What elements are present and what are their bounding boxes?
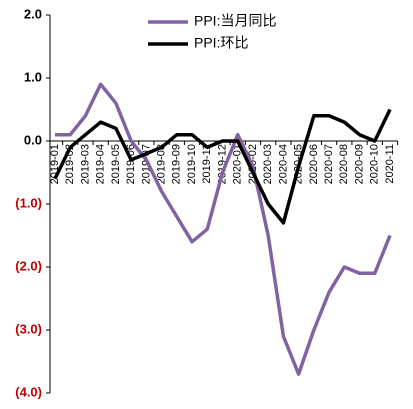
y-tick-label: 0.0 — [24, 132, 42, 147]
y-tick-label: 2.0 — [24, 6, 42, 21]
y-tick-label: (4.0) — [15, 384, 42, 399]
x-tick-label: 2019-12 — [216, 144, 228, 184]
x-tick-label: 2020-10 — [369, 144, 381, 184]
x-tick-label: 2019-04 — [95, 144, 107, 184]
y-tick-label: (1.0) — [15, 195, 42, 210]
series-line — [55, 82, 392, 376]
x-tick-label: 2020-09 — [353, 144, 365, 184]
y-tick-label: (3.0) — [15, 321, 42, 336]
y-tick-label: 1.0 — [24, 69, 42, 84]
legend-label: PPI:环比 — [194, 35, 248, 51]
x-tick-label: 2019-03 — [79, 144, 91, 184]
x-tick-label: 2019-05 — [110, 144, 122, 184]
legend-label: PPI:当月同比 — [194, 13, 276, 29]
x-tick-label: 2019-11 — [201, 144, 213, 184]
x-tick-label: 2020-06 — [308, 144, 320, 184]
x-tick-label: 2020-08 — [338, 144, 350, 184]
y-tick-label: (2.0) — [15, 258, 42, 273]
series-line — [53, 108, 392, 225]
x-tick-label: 2020-07 — [323, 144, 335, 184]
x-tick-label: 2020-03 — [262, 144, 274, 184]
x-tick-label: 2019-08 — [155, 144, 167, 184]
x-tick-label: 2019-10 — [186, 144, 198, 184]
x-tick-label: 2020-01 — [232, 144, 244, 184]
x-tick-label: 2020-11 — [384, 144, 396, 184]
x-tick-label: 2019-09 — [171, 144, 183, 184]
x-tick-label: 2020-04 — [277, 144, 289, 184]
